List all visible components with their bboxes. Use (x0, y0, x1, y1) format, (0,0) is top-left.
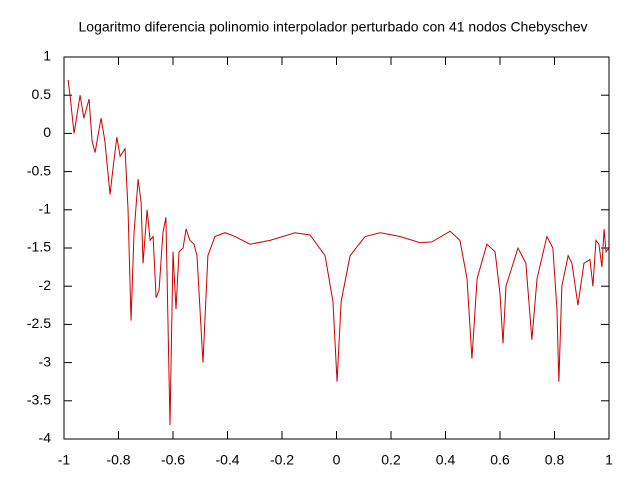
x-tick-label: 0.6 (490, 452, 510, 468)
x-tick-label: -0.4 (215, 452, 239, 468)
x-tick-label: 1 (605, 452, 613, 468)
y-tick-label: -1 (39, 201, 52, 217)
plot-border (63, 56, 610, 440)
x-tick-label: 0.8 (545, 452, 565, 468)
x-tick-label: -0.2 (270, 452, 294, 468)
y-tick-label: -2.5 (27, 315, 51, 331)
y-tick-label: 0 (43, 124, 51, 140)
x-tick-label: 0.2 (381, 452, 401, 468)
y-tick-label: -1.5 (27, 239, 51, 255)
y-tick-label: -4 (39, 430, 52, 446)
data-line (67, 79, 610, 426)
x-tick-label: 0.4 (436, 452, 456, 468)
y-tick-label: 1 (43, 48, 51, 64)
chart-title: Logaritmo diferencia polinomio interpola… (79, 19, 588, 35)
y-tick-label: -3 (39, 353, 52, 369)
y-tick-label: -0.5 (27, 162, 51, 178)
x-tick-label: -0.6 (161, 452, 185, 468)
x-tick-label: -1 (58, 452, 71, 468)
y-tick-label: 0.5 (32, 86, 52, 102)
x-tick-label: 0 (333, 452, 341, 468)
y-tick-label: -2 (39, 277, 52, 293)
x-tick-label: -0.8 (106, 452, 130, 468)
y-tick-label: -3.5 (27, 392, 51, 408)
